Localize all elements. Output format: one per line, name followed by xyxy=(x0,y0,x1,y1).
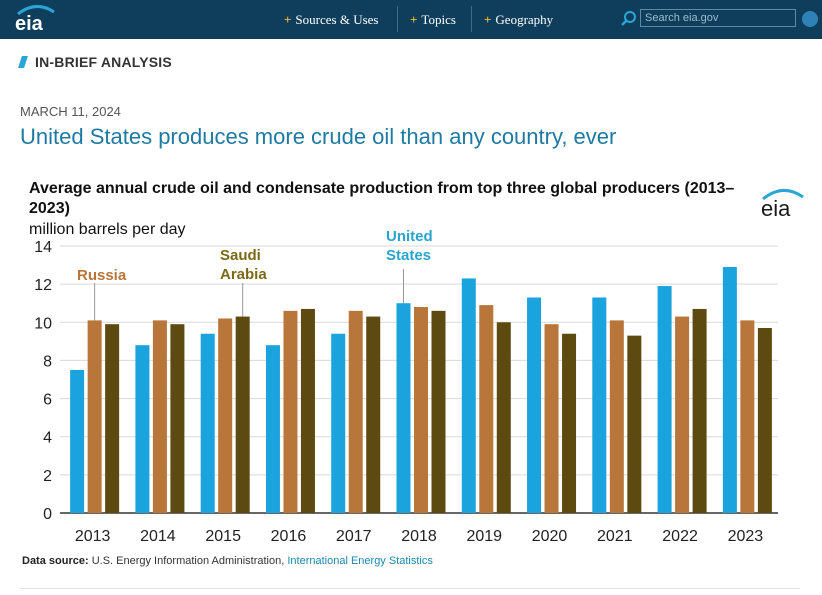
series-label: United xyxy=(386,230,433,245)
section-label: IN-BRIEF ANALYSIS xyxy=(35,54,172,70)
bar-russia xyxy=(283,310,298,513)
nav-sources-uses[interactable]: + Sources & Uses xyxy=(284,11,378,29)
bar-united-states xyxy=(722,266,737,513)
bar-russia xyxy=(740,320,755,513)
bar-saudi-arabia xyxy=(692,308,707,513)
bar-united-states xyxy=(331,333,346,513)
x-tick-label: 2013 xyxy=(75,528,111,545)
bar-saudi-arabia xyxy=(235,316,250,513)
data-source-label: Data source: xyxy=(22,555,89,567)
y-tick-label: 2 xyxy=(43,468,52,485)
y-tick-label: 6 xyxy=(43,392,52,409)
y-tick-label: 12 xyxy=(34,277,52,294)
x-tick-label: 2016 xyxy=(271,528,307,545)
bar-saudi-arabia xyxy=(431,310,446,513)
y-tick-label: 10 xyxy=(34,315,52,332)
x-tick-label: 2017 xyxy=(336,528,372,545)
nav-topics[interactable]: + Topics xyxy=(410,11,456,29)
y-tick-label: 14 xyxy=(34,239,52,256)
chart-y-unit-label: million barrels per day xyxy=(29,221,186,238)
bar-saudi-arabia xyxy=(757,328,772,513)
search-icon[interactable] xyxy=(620,10,638,28)
x-tick-label: 2020 xyxy=(532,528,568,545)
series-label: Russia xyxy=(77,267,127,284)
data-source-text: U.S. Energy Information Administration, xyxy=(91,555,285,567)
search-submit-button[interactable] xyxy=(802,11,818,27)
bar-russia xyxy=(675,316,690,513)
x-tick-label: 2023 xyxy=(728,528,764,545)
x-tick-label: 2021 xyxy=(597,528,633,545)
series-label: Saudi xyxy=(220,247,261,264)
bar-saudi-arabia xyxy=(300,308,315,513)
article-headline: United States produces more crude oil th… xyxy=(20,124,617,149)
series-label: Arabia xyxy=(220,266,267,283)
nav-label: Topics xyxy=(421,12,456,27)
bar-saudi-arabia xyxy=(366,316,381,513)
x-tick-label: 2019 xyxy=(466,528,502,545)
x-tick-label: 2018 xyxy=(401,528,437,545)
bar-russia xyxy=(544,324,559,513)
series-label: States xyxy=(386,247,431,264)
bar-saudi-arabia xyxy=(105,324,120,513)
data-source-link[interactable]: International Energy Statistics xyxy=(287,555,433,567)
y-tick-label: 8 xyxy=(43,353,52,370)
bar-russia xyxy=(414,307,428,513)
bar-russia xyxy=(87,320,102,513)
bar-united-states xyxy=(592,297,607,513)
plus-icon: + xyxy=(284,12,292,27)
section-marker-icon xyxy=(18,56,28,68)
bar-united-states xyxy=(657,286,672,513)
article-date: MARCH 11, 2024 xyxy=(20,104,121,119)
bar-russia xyxy=(348,310,363,513)
bar-united-states xyxy=(527,297,542,513)
chart-title: Average annual crude oil and condensate … xyxy=(29,180,735,217)
divider xyxy=(20,588,800,589)
bar-united-states xyxy=(461,278,476,513)
bar-saudi-arabia xyxy=(562,333,577,513)
eia-chart-logo-text: eia xyxy=(761,196,791,219)
y-tick-label: 0 xyxy=(43,506,52,523)
nav-label: Sources & Uses xyxy=(295,12,379,27)
top-nav-bar: eia + Sources & Uses + Topics + Geography xyxy=(0,0,822,39)
nav-divider xyxy=(397,6,398,32)
production-bar-chart: 0 2 4 6 8 10 12 14 2013 2014 2015 2016 2017 2018 2019 2… xyxy=(34,230,778,545)
nav-geography[interactable]: + Geography xyxy=(484,11,553,29)
nav-label: Geography xyxy=(495,12,554,27)
plus-icon: + xyxy=(410,12,418,27)
eia-chart-logo: eia xyxy=(761,189,804,219)
bar-russia xyxy=(479,305,494,513)
x-tick-label: 2014 xyxy=(140,528,176,545)
bar-united-states xyxy=(70,369,85,513)
bar-russia xyxy=(218,318,233,513)
bar-united-states xyxy=(396,303,411,513)
bar-united-states xyxy=(135,345,150,513)
search-input[interactable] xyxy=(640,9,796,27)
y-tick-label: 4 xyxy=(43,430,52,447)
nav-divider xyxy=(471,6,472,32)
bar-russia xyxy=(609,320,624,513)
bar-saudi-arabia xyxy=(627,335,642,513)
plus-icon: + xyxy=(484,12,492,27)
x-tick-label: 2022 xyxy=(662,528,698,545)
bar-saudi-arabia xyxy=(496,322,511,513)
eia-logo[interactable]: eia xyxy=(12,4,58,34)
x-tick-label: 2015 xyxy=(205,528,241,545)
bar-saudi-arabia xyxy=(170,324,185,513)
bar-united-states xyxy=(265,345,280,513)
eia-logo-text: eia xyxy=(15,13,44,34)
data-source-note: Data source: U.S. Energy Information Adm… xyxy=(22,555,433,567)
bar-russia xyxy=(152,320,167,513)
bar-united-states xyxy=(200,333,215,513)
